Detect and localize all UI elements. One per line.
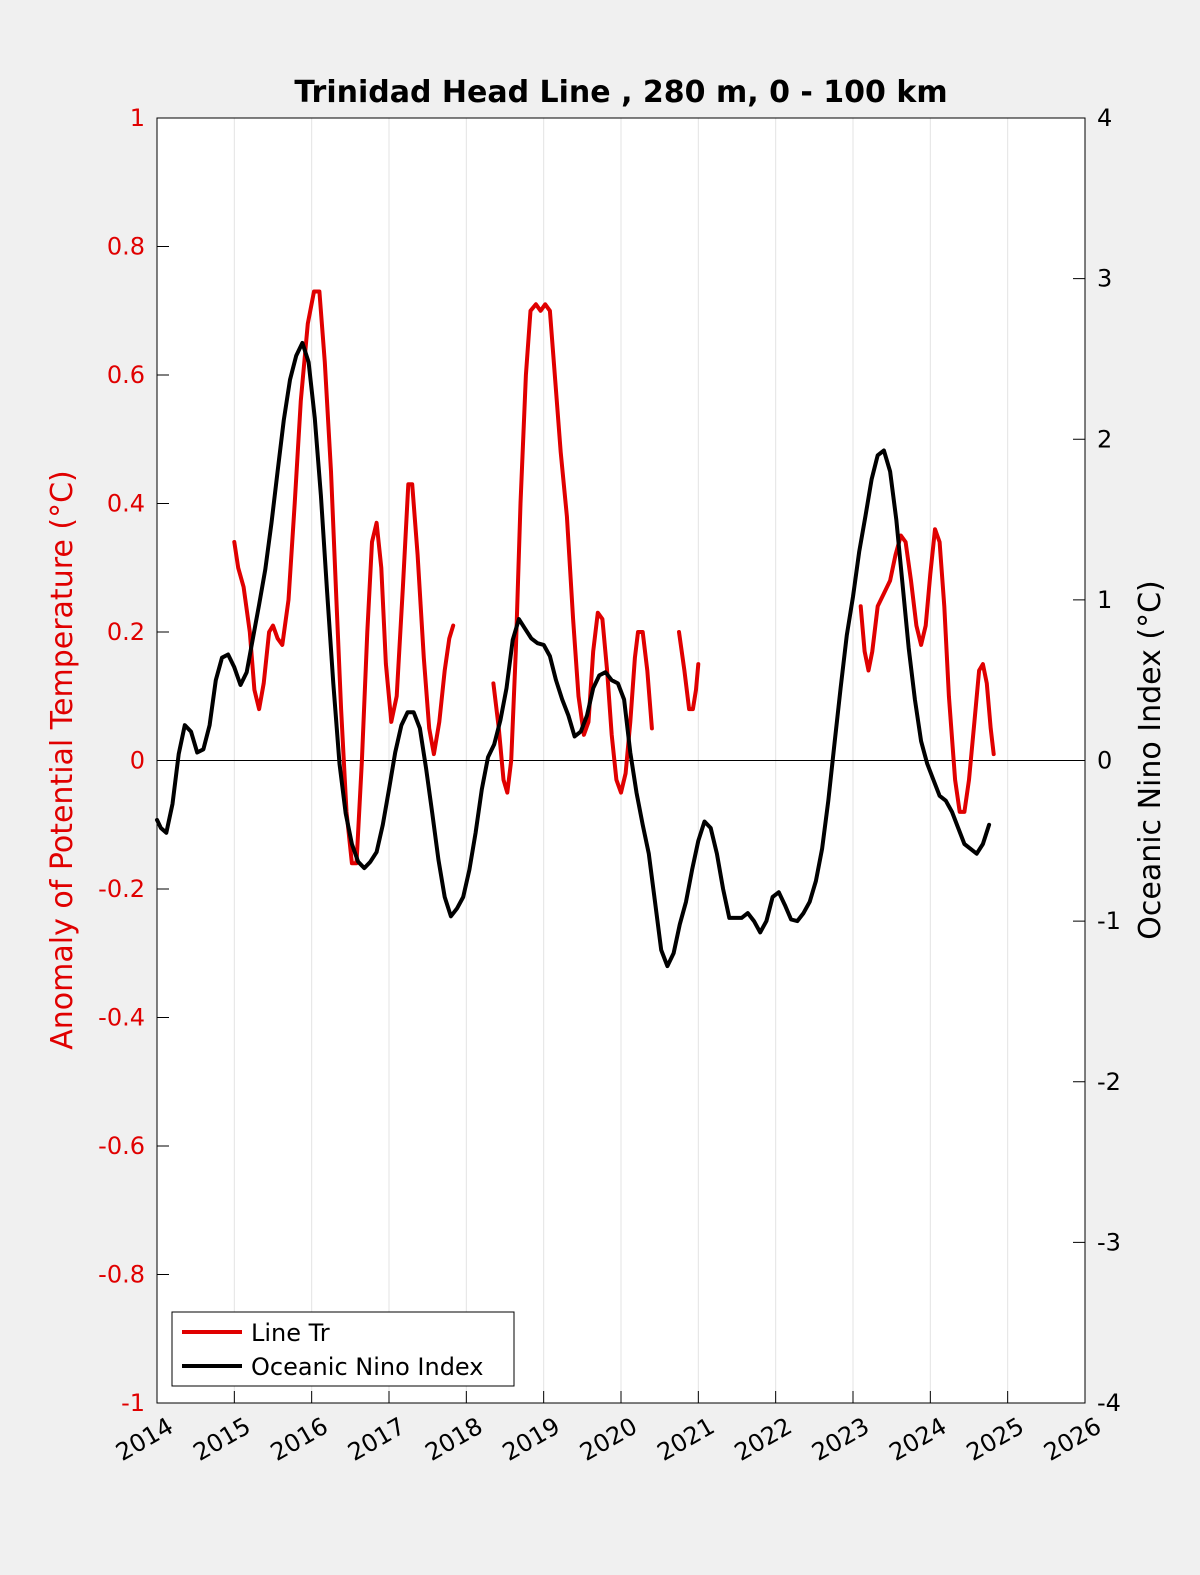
right-tick-label: -1 xyxy=(1097,907,1121,935)
left-tick-label: -0.6 xyxy=(98,1132,145,1160)
legend-label-line-tr: Line Tr xyxy=(251,1319,330,1347)
left-tick-label: 0 xyxy=(130,747,145,775)
left-tick-label: 0.2 xyxy=(107,618,145,646)
right-tick-label: 2 xyxy=(1097,425,1112,453)
series-layer xyxy=(155,289,996,969)
left-tick-label: 0.6 xyxy=(107,361,145,389)
left-tick-label: -0.2 xyxy=(98,875,145,903)
right-y-axis: -4 -3 -2 -1 0 1 2 3 4 xyxy=(1073,104,1121,1417)
left-tick-label: -1 xyxy=(121,1389,145,1417)
right-tick-label: 4 xyxy=(1097,104,1112,132)
left-tick-label: 1 xyxy=(130,104,145,132)
left-tick-label: 0.4 xyxy=(107,490,145,518)
legend-label-oni: Oceanic Nino Index xyxy=(251,1353,483,1381)
series-line-tr-line-segment-3 xyxy=(677,630,701,712)
series-line-tr-line-segment-4 xyxy=(858,527,996,814)
right-tick-label: 1 xyxy=(1097,586,1112,614)
right-axis-label: Oceanic Nino Index (°C) xyxy=(1133,580,1168,940)
legend-box xyxy=(171,1311,515,1387)
right-tick-label: -2 xyxy=(1097,1068,1121,1096)
right-tick-label: -3 xyxy=(1097,1228,1121,1256)
right-tick-label: -4 xyxy=(1097,1389,1121,1417)
left-tick-label: -0.8 xyxy=(98,1261,145,1289)
right-tick-label: 0 xyxy=(1097,747,1112,775)
left-axis-label: Anomaly of Potential Temperature (°C) xyxy=(45,470,80,1049)
right-tick-label: 3 xyxy=(1097,265,1112,293)
chart-title: Trinidad Head Line , 280 m, 0 - 100 km xyxy=(294,75,947,110)
series-oni-line-segment-1 xyxy=(155,340,992,969)
legend: Line Tr Oceanic Nino Index xyxy=(171,1311,515,1387)
left-y-axis: -1 -0.8 -0.6 -0.4 -0.2 0 0.2 0.4 0.6 0.8 1 xyxy=(98,104,169,1417)
left-tick-label: 0.8 xyxy=(107,233,145,261)
left-tick-label: -0.4 xyxy=(98,1004,145,1032)
